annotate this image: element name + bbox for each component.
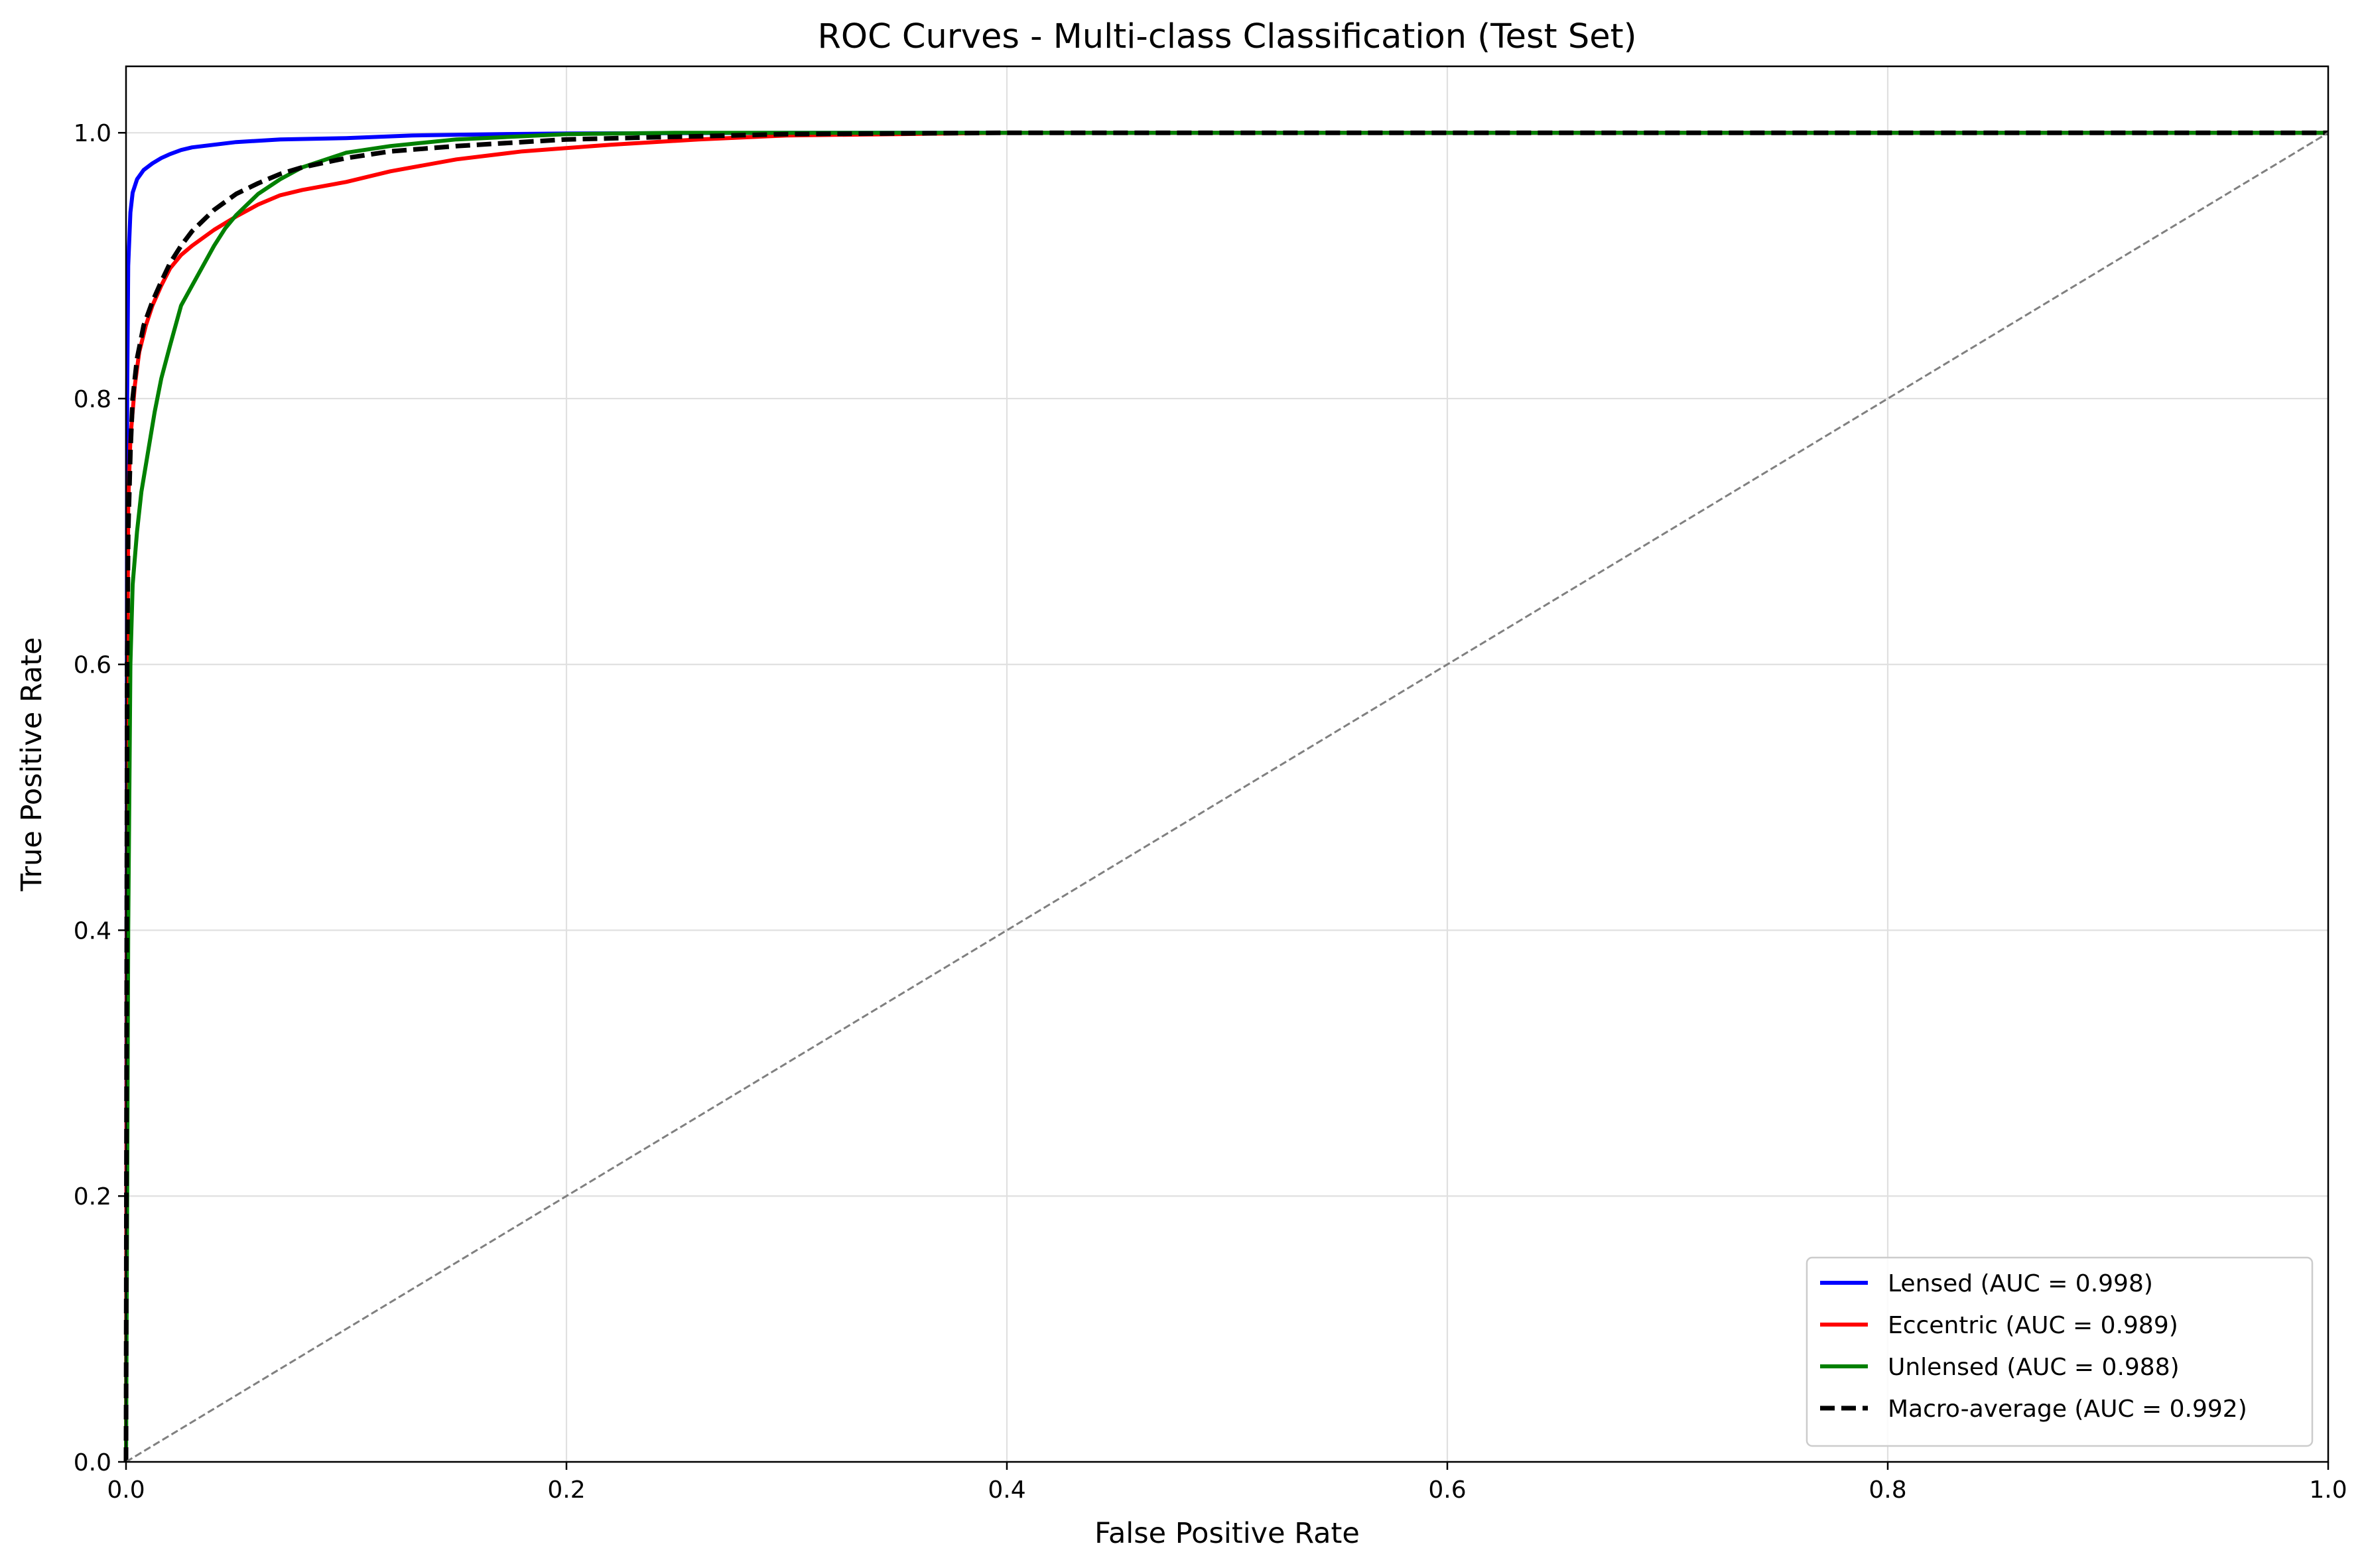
legend-label-1: Eccentric (AUC = 0.989)	[1888, 1312, 2178, 1339]
chart-title: ROC Curves - Multi-class Classification …	[818, 17, 1637, 56]
legend-label-0: Lensed (AUC = 0.998)	[1888, 1270, 2153, 1297]
grid-lines	[125, 66, 2330, 1463]
y-tick-label-1: 0.2	[74, 1183, 111, 1210]
y-tick-label-0: 0.0	[74, 1449, 111, 1476]
axis-ticks: 0.0 0.2 0.4 0.6 0.8 1.0 0.0 0.2 0.4 0.6 0.8 1.0	[74, 120, 2347, 1504]
legend: Lensed (AUC = 0.998) Eccentric (AUC = 0.9…	[1806, 1256, 2314, 1447]
series-lines	[123, 130, 2329, 1463]
legend-label-3: Macro-average (AUC = 0.992)	[1888, 1396, 2247, 1423]
x-tick-label-4: 0.8	[1869, 1476, 1906, 1504]
series-line-4	[125, 131, 2329, 1463]
x-tick-label-2: 0.4	[988, 1476, 1025, 1504]
legend-box	[1806, 1256, 2314, 1447]
x-tick-label-3: 0.6	[1428, 1476, 1466, 1504]
series-line-2	[124, 131, 2328, 1463]
y-tick-label-4: 0.8	[74, 386, 111, 413]
y-tick-label-2: 0.4	[74, 917, 111, 945]
y-tick-label-3: 0.6	[74, 652, 111, 679]
plot-frame	[125, 65, 2330, 1463]
x-axis-label: False Positive Rate	[1094, 1517, 1360, 1550]
y-tick-label-5: 1.0	[74, 120, 111, 147]
x-tick-label-1: 0.2	[547, 1476, 585, 1504]
x-tick-label-0: 0.0	[107, 1476, 145, 1504]
series-line-3	[123, 130, 2328, 1463]
x-tick-label-5: 1.0	[2309, 1476, 2347, 1504]
y-axis-label: True Positive Rate	[15, 637, 48, 891]
legend-label-2: Unlensed (AUC = 0.988)	[1888, 1354, 2180, 1381]
